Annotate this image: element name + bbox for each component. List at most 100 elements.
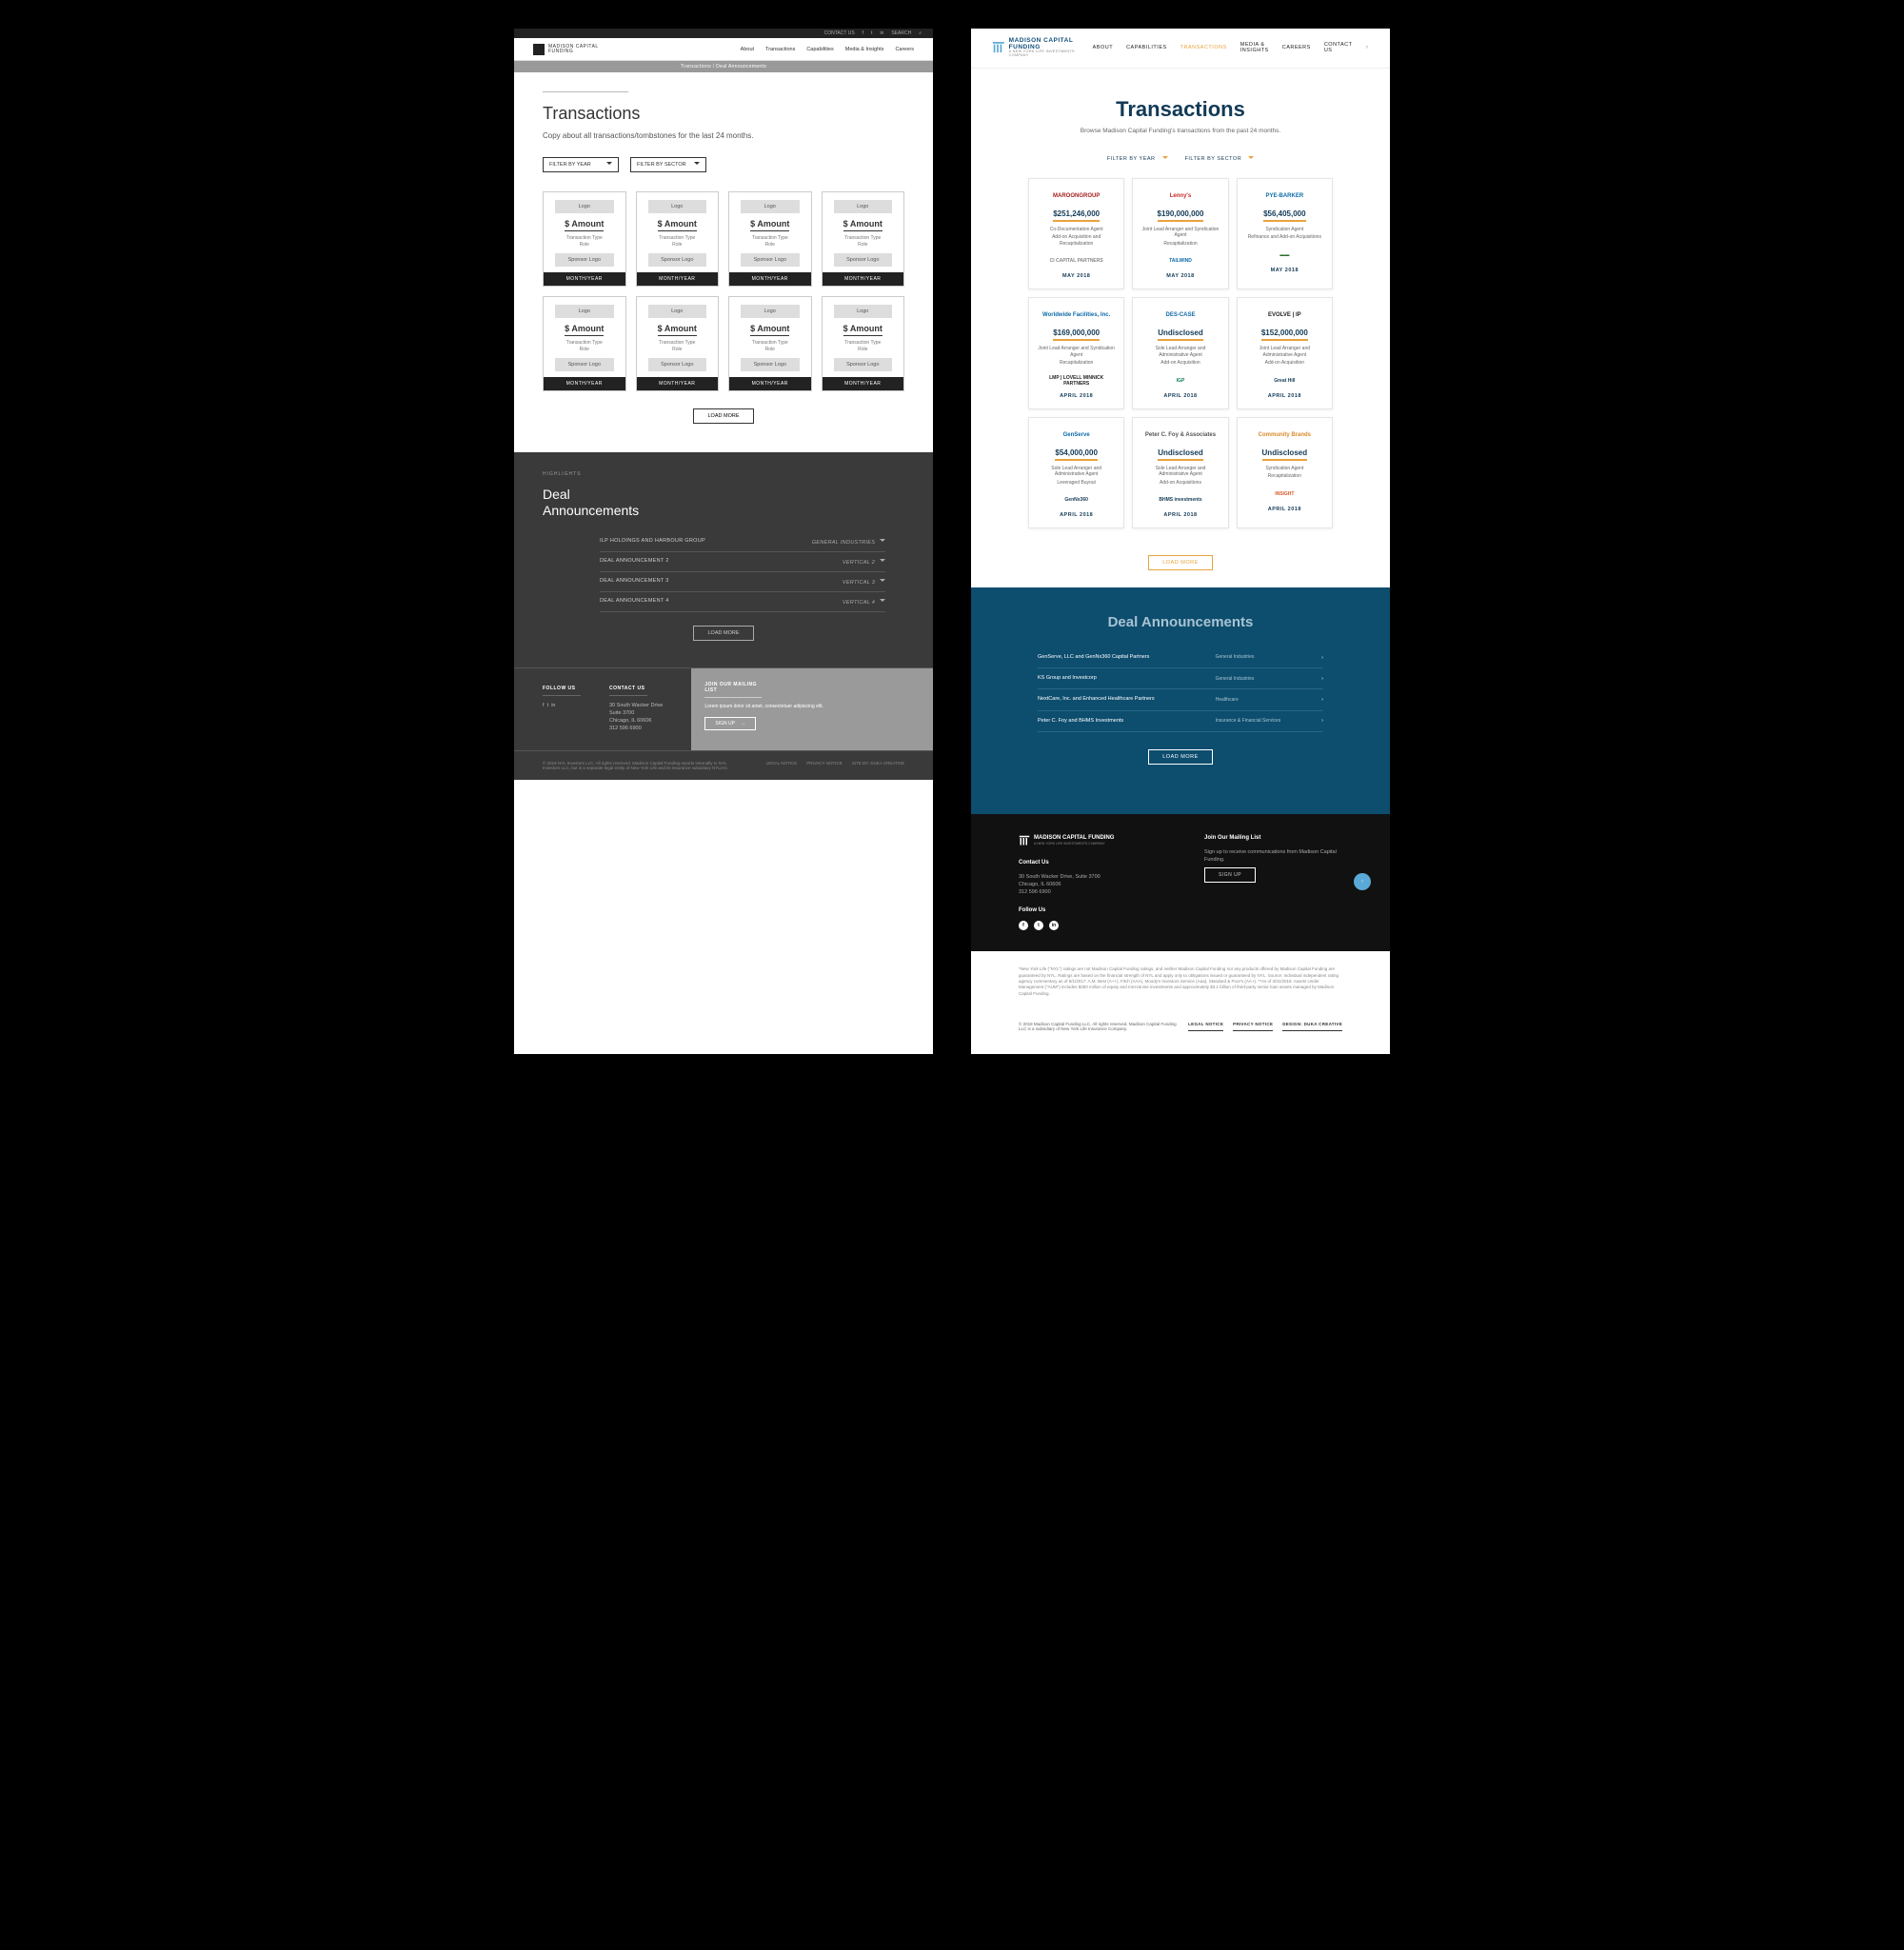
nav-item[interactable]: CONTACT US <box>1324 42 1353 53</box>
search-icon[interactable]: ⌕ <box>919 30 922 36</box>
filters: FILTER BY YEAR FILTER BY SECTOR <box>543 157 904 172</box>
announcement-row[interactable]: DEAL ANNOUNCEMENT 3VERTICAL 3 <box>600 572 885 592</box>
nav-item[interactable]: CAPABILITIES <box>1126 45 1167 50</box>
load-more-button[interactable]: LOAD MORE <box>1148 555 1213 570</box>
filter-sector[interactable]: FILTER BY SECTOR <box>1185 155 1255 163</box>
footer-heading: Join Our Mailing List <box>1204 835 1342 841</box>
transaction-card[interactable]: Peter C. Foy & Associates Undisclosed So… <box>1132 417 1228 529</box>
deal-role: Sole Lead Arranger and Administrative Ag… <box>1037 466 1116 478</box>
search-icon[interactable]: ⌕ <box>1365 45 1369 51</box>
nav-careers[interactable]: Careers <box>895 47 914 52</box>
announcement-list: GenServe, LLC and GenNx360 Capital Partn… <box>1038 647 1323 732</box>
deal-type: Refinance and Add-on Acquisitions <box>1248 234 1321 241</box>
filter-year[interactable]: FILTER BY YEAR <box>1107 155 1168 163</box>
credit-link[interactable]: DESIGN: DUKA CREATIVE <box>1282 1022 1342 1031</box>
nav-item[interactable]: TRANSACTIONS <box>1180 45 1227 50</box>
main-header: MADISON CAPITAL FUNDING A NEW YORK LIFE … <box>971 29 1390 69</box>
transaction-card[interactable]: Worldwide Facilities, Inc. $169,000,000 … <box>1028 297 1124 409</box>
transaction-card[interactable]: Logo $ Amount Transaction TypeRole Spons… <box>728 191 812 287</box>
credit-link[interactable]: SITE BY: DUKA CREATIVE <box>852 761 904 770</box>
announcement-list: ILP HOLDINGS AND HARBOUR GROUPGENERAL IN… <box>600 532 885 612</box>
linkedin-icon[interactable]: in <box>1049 921 1059 930</box>
nav-item[interactable]: MEDIA & INSIGHTS <box>1240 42 1269 53</box>
chevron-down-icon <box>877 560 885 566</box>
announcement-row[interactable]: ILP HOLDINGS AND HARBOUR GROUPGENERAL IN… <box>600 532 885 552</box>
deal-amount: $190,000,000 <box>1158 209 1204 222</box>
nav-item[interactable]: ABOUT <box>1093 45 1113 50</box>
transaction-card[interactable]: Logo $ Amount Transaction TypeRole Spons… <box>636 191 720 287</box>
transaction-card[interactable]: Logo $ Amount Transaction TypeRole Spons… <box>822 191 905 287</box>
facebook-icon[interactable]: f <box>1019 921 1028 930</box>
main-nav: ABOUT CAPABILITIES TRANSACTIONS MEDIA & INS… <box>1093 42 1369 53</box>
privacy-link[interactable]: PRIVACY NOTICE <box>806 761 843 770</box>
deal-date: APRIL 2018 <box>1060 393 1093 399</box>
transaction-card[interactable]: Lenny's $190,000,000 Joint Lead Arranger… <box>1132 178 1228 290</box>
transaction-card[interactable]: Logo $ Amount Transaction TypeRole Spons… <box>822 296 905 391</box>
section-title: DealAnnouncements <box>543 487 904 519</box>
load-more-button[interactable]: LOAD MORE <box>693 408 753 424</box>
transaction-card[interactable]: MAROONGROUP $251,246,000 Co-Documentatio… <box>1028 178 1124 290</box>
footer-brand-col: MADISON CAPITAL FUNDINGA NEW YORK LIFE I… <box>1019 835 1157 931</box>
scroll-top-button[interactable]: ↑ <box>1354 873 1371 890</box>
transaction-card[interactable]: DES-CASE Undisclosed Sole Lead Arranger … <box>1132 297 1228 409</box>
page-title: Transactions <box>543 104 904 124</box>
logo-mark[interactable] <box>533 44 545 55</box>
deal-date: MONTH/YEAR <box>823 377 904 390</box>
signup-button[interactable]: SIGN UP→ <box>704 717 756 730</box>
legal-link[interactable]: LEGAL NOTICE <box>766 761 798 770</box>
transaction-card[interactable]: Logo $ Amount Transaction TypeRole Spons… <box>728 296 812 391</box>
deal-type: Add-on Acquisitions <box>1160 480 1201 487</box>
load-more-button[interactable]: LOAD MORE <box>693 626 753 641</box>
search-link[interactable]: SEARCH <box>891 30 911 36</box>
footer-heading: CONTACT US <box>609 686 647 696</box>
nav-transactions[interactable]: Transactions <box>765 47 795 52</box>
linkedin-icon[interactable]: in <box>880 30 883 36</box>
deal-type: Recapitalization <box>1268 473 1301 480</box>
company-logo-placeholder: Logo <box>834 305 893 318</box>
deal-amount: $ Amount <box>750 324 789 336</box>
linkedin-icon[interactable]: in <box>551 703 555 708</box>
brand-logo[interactable]: MADISON CAPITAL FUNDING A NEW YORK LIFE … <box>992 38 1093 58</box>
deal-amount: $ Amount <box>843 219 883 231</box>
main-nav: About Transactions Capabilities Media & … <box>741 47 914 52</box>
deal-amount: $54,000,000 <box>1055 448 1098 461</box>
twitter-icon[interactable]: t <box>1034 921 1043 930</box>
transaction-card[interactable]: Community Brands Undisclosed Syndication… <box>1237 417 1333 529</box>
breadcrumb: Transactions / Deal Announcements <box>514 61 933 72</box>
load-more-button[interactable]: LOAD MORE <box>1148 749 1213 765</box>
transaction-card[interactable]: Logo $ Amount Transaction TypeRole Spons… <box>543 296 626 391</box>
transaction-card[interactable]: EVOLVE | IP $152,000,000 Joint Lead Arra… <box>1237 297 1333 409</box>
announcement-row[interactable]: GenServe, LLC and GenNx360 Capital Partn… <box>1038 647 1323 668</box>
filter-sector[interactable]: FILTER BY SECTOR <box>630 157 706 172</box>
twitter-icon[interactable]: t <box>871 30 872 36</box>
facebook-icon[interactable]: f <box>543 703 545 708</box>
nav-item[interactable]: CAREERS <box>1282 45 1311 50</box>
company-logo: MAROONGROUP <box>1053 189 1100 204</box>
transaction-card[interactable]: GenServe $54,000,000 Sole Lead Arranger … <box>1028 417 1124 529</box>
deal-date: APRIL 2018 <box>1268 507 1301 512</box>
hero: Transactions Browse Madison Capital Fund… <box>971 69 1390 148</box>
mailing-copy: Lorem ipsum dolor sit amet, consectetuer… <box>704 704 920 709</box>
contact-link[interactable]: CONTACT US <box>824 30 855 36</box>
announcement-row[interactable]: KS Group and InvestcorpGeneral Industrie… <box>1038 668 1323 689</box>
twitter-icon[interactable]: t <box>547 703 549 708</box>
transaction-card[interactable]: Logo $ Amount Transaction TypeRole Spons… <box>636 296 720 391</box>
announcement-row[interactable]: DEAL ANNOUNCEMENT 4VERTICAL 4 <box>600 592 885 612</box>
transaction-card[interactable]: PYE-BARKER $56,405,000 Syndication Agent… <box>1237 178 1333 290</box>
nav-about[interactable]: About <box>741 47 754 52</box>
nav-capabilities[interactable]: Capabilities <box>806 47 833 52</box>
legal-link[interactable]: LEGAL NOTICE <box>1188 1022 1223 1031</box>
deal-type: Recapitalization <box>1163 241 1197 248</box>
nav-media[interactable]: Media & Insights <box>845 47 884 52</box>
privacy-link[interactable]: PRIVACY NOTICE <box>1233 1022 1273 1031</box>
announcement-row[interactable]: DEAL ANNOUNCEMENT 2VERTICAL 2 <box>600 552 885 572</box>
main-content: Transactions Copy about all transactions… <box>514 72 933 452</box>
footer: FOLLOW US f t in CONTACT US 30 South Wac… <box>514 667 933 750</box>
transaction-card[interactable]: Logo $ Amount Transaction TypeRole Spons… <box>543 191 626 287</box>
announcement-row[interactable]: NextCare, Inc. and Enhanced Healthcare P… <box>1038 689 1323 710</box>
signup-button[interactable]: SIGN UP <box>1204 867 1256 883</box>
filter-year[interactable]: FILTER BY YEAR <box>543 157 619 172</box>
announcement-row[interactable]: Peter C. Foy and BHMS InvestmentsInsuran… <box>1038 711 1323 732</box>
company-logo-placeholder: Logo <box>741 200 800 213</box>
sponsor-logo-placeholder: Sponsor Logo <box>555 253 614 267</box>
